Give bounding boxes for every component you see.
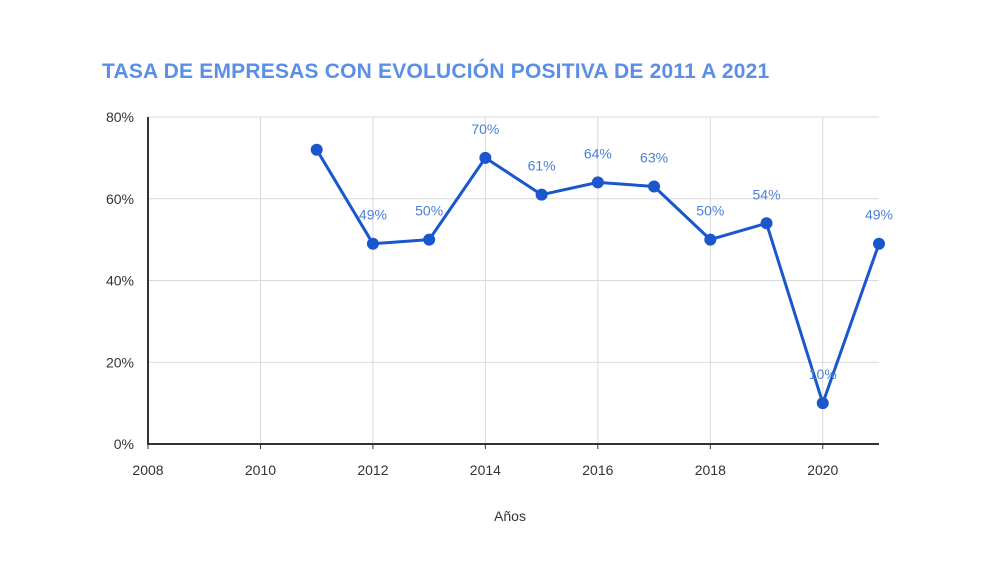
data-label: 49% bbox=[865, 207, 893, 223]
data-point bbox=[648, 180, 661, 193]
data-label: 70% bbox=[471, 121, 499, 137]
data-label: 50% bbox=[696, 203, 724, 219]
x-tick-label: 2020 bbox=[807, 462, 838, 478]
data-label: 49% bbox=[359, 207, 387, 223]
data-labels: 49% 50% 70% 61% 64% 63% 50% 54% 10% 49% bbox=[359, 121, 893, 382]
series bbox=[310, 143, 885, 410]
gridlines bbox=[148, 116, 879, 444]
x-tick-label: 2018 bbox=[695, 462, 726, 478]
x-tick-label: 2016 bbox=[582, 462, 613, 478]
x-axis-title: Años bbox=[494, 508, 526, 524]
data-point bbox=[873, 237, 885, 250]
data-label: 63% bbox=[640, 149, 668, 165]
axes: 0% 20% 40% 60% 80% 2008 2010 2012 2014 2016 2018 20… bbox=[106, 109, 879, 478]
x-tick-label: 2012 bbox=[357, 462, 388, 478]
data-label: 54% bbox=[753, 186, 781, 202]
data-label: 61% bbox=[528, 158, 556, 174]
data-label: 10% bbox=[809, 366, 837, 382]
x-tick-label: 2014 bbox=[470, 462, 501, 478]
chart-title: TASA DE EMPRESAS CON EVOLUCIÓN POSITIVA … bbox=[102, 60, 770, 83]
data-point bbox=[760, 217, 773, 230]
y-tick-label: 40% bbox=[106, 273, 134, 289]
data-point bbox=[704, 233, 717, 246]
data-point bbox=[591, 176, 604, 189]
data-label: 50% bbox=[415, 203, 443, 219]
data-point bbox=[366, 237, 379, 250]
data-point bbox=[479, 151, 492, 164]
data-point bbox=[423, 233, 436, 246]
y-tick-label: 20% bbox=[106, 354, 134, 370]
data-point bbox=[310, 143, 323, 156]
y-tick-label: 80% bbox=[106, 109, 134, 125]
x-tick-label: 2008 bbox=[132, 462, 163, 478]
x-tick-label: 2010 bbox=[245, 462, 276, 478]
data-point bbox=[535, 188, 548, 201]
data-label: 64% bbox=[584, 145, 612, 161]
y-tick-label: 60% bbox=[106, 191, 134, 207]
data-point bbox=[816, 397, 829, 410]
y-tick-label: 0% bbox=[114, 436, 134, 452]
